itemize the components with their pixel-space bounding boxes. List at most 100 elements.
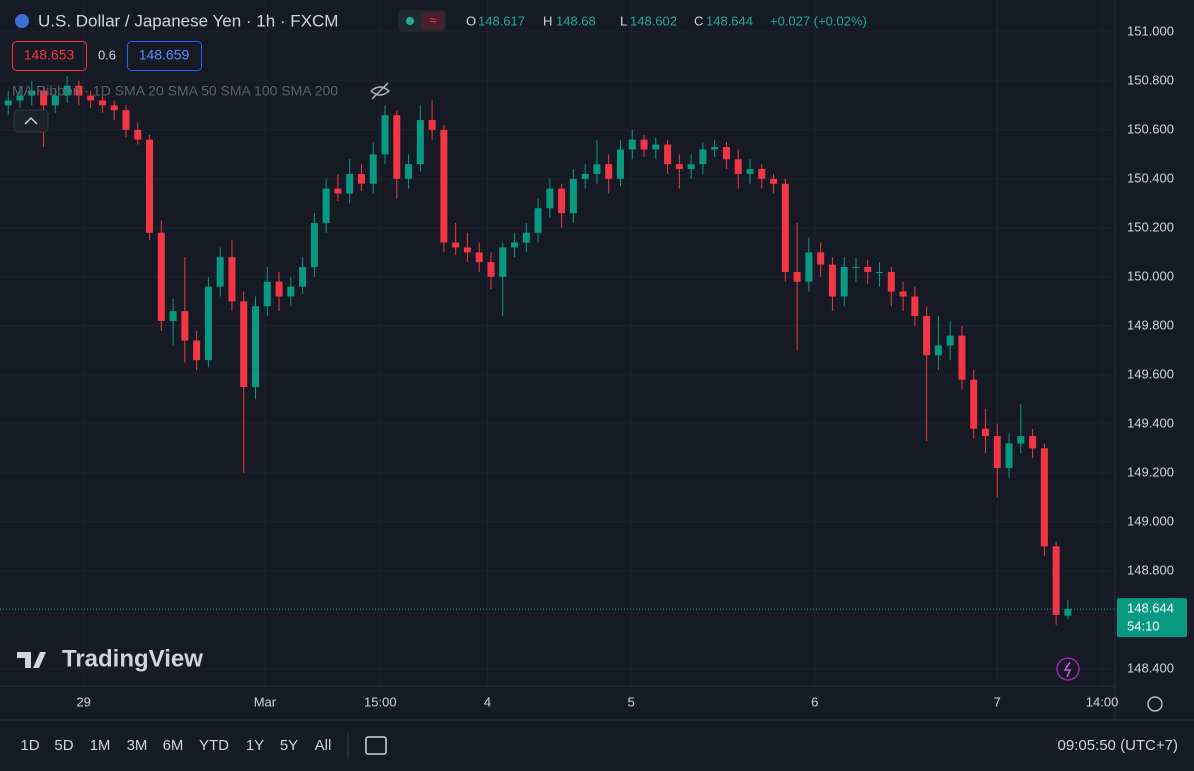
candle-body (934, 345, 942, 356)
spread: 0.6 (98, 47, 116, 62)
range-button[interactable]: 1Y (246, 737, 264, 754)
candle-body (840, 267, 848, 297)
candle-body (428, 120, 436, 130)
candle-body (581, 173, 589, 179)
range-button[interactable]: All (315, 737, 332, 754)
alert-icon[interactable] (1056, 657, 1080, 681)
candle-body (228, 257, 236, 302)
candle-body (287, 286, 295, 297)
symbol-title[interactable]: U.S. Dollar / Japanese Yen · 1h · FXCM (38, 11, 338, 30)
y-tick-label: 149.200 (1127, 464, 1174, 479)
candle-body (758, 169, 766, 179)
candle-body (169, 311, 177, 321)
y-tick-label: 148.400 (1127, 660, 1174, 675)
candle-body (405, 164, 413, 179)
candle-body (1029, 436, 1037, 449)
buy-price[interactable]: 148.659 (139, 47, 190, 63)
candle-body (204, 286, 212, 361)
candle-body (346, 173, 354, 194)
range-button[interactable]: 1M (90, 737, 111, 754)
close-label: C (694, 13, 703, 28)
axes: 151.000 150.800 150.600 150.400 150.200 150.0… (0, 23, 1187, 709)
settings-icon[interactable] (1147, 696, 1163, 712)
candle-body (1064, 609, 1072, 616)
candle-body (675, 164, 683, 170)
candle-body (452, 242, 460, 248)
candle-body (40, 90, 48, 106)
alert-bolt (1063, 661, 1072, 678)
candle-body (487, 262, 495, 277)
y-tick-label: 150.000 (1127, 268, 1174, 283)
close-value: 148.644 (706, 13, 753, 28)
candle-body (216, 257, 224, 287)
market-open-dot (406, 17, 414, 25)
range-button[interactable]: 3M (127, 737, 148, 754)
candle-body (511, 242, 519, 248)
candle-body (876, 271, 884, 273)
delay-icon (422, 12, 444, 30)
candle-body (640, 139, 648, 150)
indicator-legend[interactable]: MA Ribbon · 1D SMA 20 SMA 50 SMA 100 SMA… (12, 83, 338, 99)
sell-price[interactable]: 148.653 (24, 47, 75, 63)
y-tick-label: 150.200 (1127, 219, 1174, 234)
candle-body (793, 271, 801, 282)
candle-body (416, 120, 424, 165)
x-tick-label: 14:00 (1086, 694, 1119, 709)
y-tick-label: 151.000 (1127, 23, 1174, 38)
hide-indicator-icon[interactable] (370, 82, 391, 100)
y-tick-label: 150.600 (1127, 121, 1174, 136)
candle-body (51, 95, 59, 106)
candle-body (687, 164, 695, 170)
candle-body (828, 264, 836, 297)
candle-body (522, 232, 530, 243)
candle-body (746, 169, 754, 174)
x-tick-label: 15:00 (364, 694, 397, 709)
y-tick-label: 150.800 (1127, 72, 1174, 87)
collapse-icon (24, 116, 38, 125)
collapse-button[interactable] (13, 109, 49, 133)
candle-body (381, 115, 389, 155)
candle-body (122, 110, 130, 130)
candle-body (393, 115, 401, 179)
range-button[interactable]: YTD (199, 737, 229, 754)
candle-body (157, 232, 165, 321)
clock: 09:05:50 (UTC+7) (1058, 737, 1178, 754)
candle-body (970, 379, 978, 429)
candle-body (334, 188, 342, 194)
x-tick-label: 4 (484, 694, 491, 709)
sell-box[interactable] (12, 41, 87, 71)
candle-body (817, 252, 825, 265)
y-tick-label: 149.800 (1127, 317, 1174, 332)
candle-body (569, 178, 577, 214)
y-tick-label: 149.000 (1127, 513, 1174, 528)
candle-body (28, 90, 36, 96)
range-button[interactable]: 5Y (280, 737, 298, 754)
x-tick-label: 6 (811, 694, 818, 709)
buy-box[interactable] (127, 41, 202, 71)
candle-body (181, 311, 189, 341)
candle-body (722, 147, 730, 160)
candle-body (357, 173, 365, 184)
range-button[interactable]: 1D (20, 737, 39, 754)
candle-body (251, 306, 259, 388)
candle-body (734, 159, 742, 174)
candle-body (240, 301, 248, 388)
range-button[interactable]: 6M (163, 737, 184, 754)
y-tick-label: 150.400 (1127, 170, 1174, 185)
low-label: L (620, 13, 627, 28)
grid (0, 0, 1115, 686)
candle-body (605, 164, 613, 179)
candle-body (887, 271, 895, 292)
candle-body (981, 428, 989, 437)
candle-body (958, 335, 966, 380)
x-tick-label: Mar (254, 694, 277, 709)
open-value: 148.617 (478, 13, 525, 28)
date-range-icon[interactable] (365, 736, 387, 755)
candle-body (546, 188, 554, 209)
range-button[interactable]: 5D (54, 737, 73, 754)
candle-body (1040, 448, 1048, 547)
last-price-box (1117, 598, 1187, 638)
candle-body (911, 296, 919, 317)
candle-body (593, 164, 601, 174)
candle-body (499, 247, 507, 277)
